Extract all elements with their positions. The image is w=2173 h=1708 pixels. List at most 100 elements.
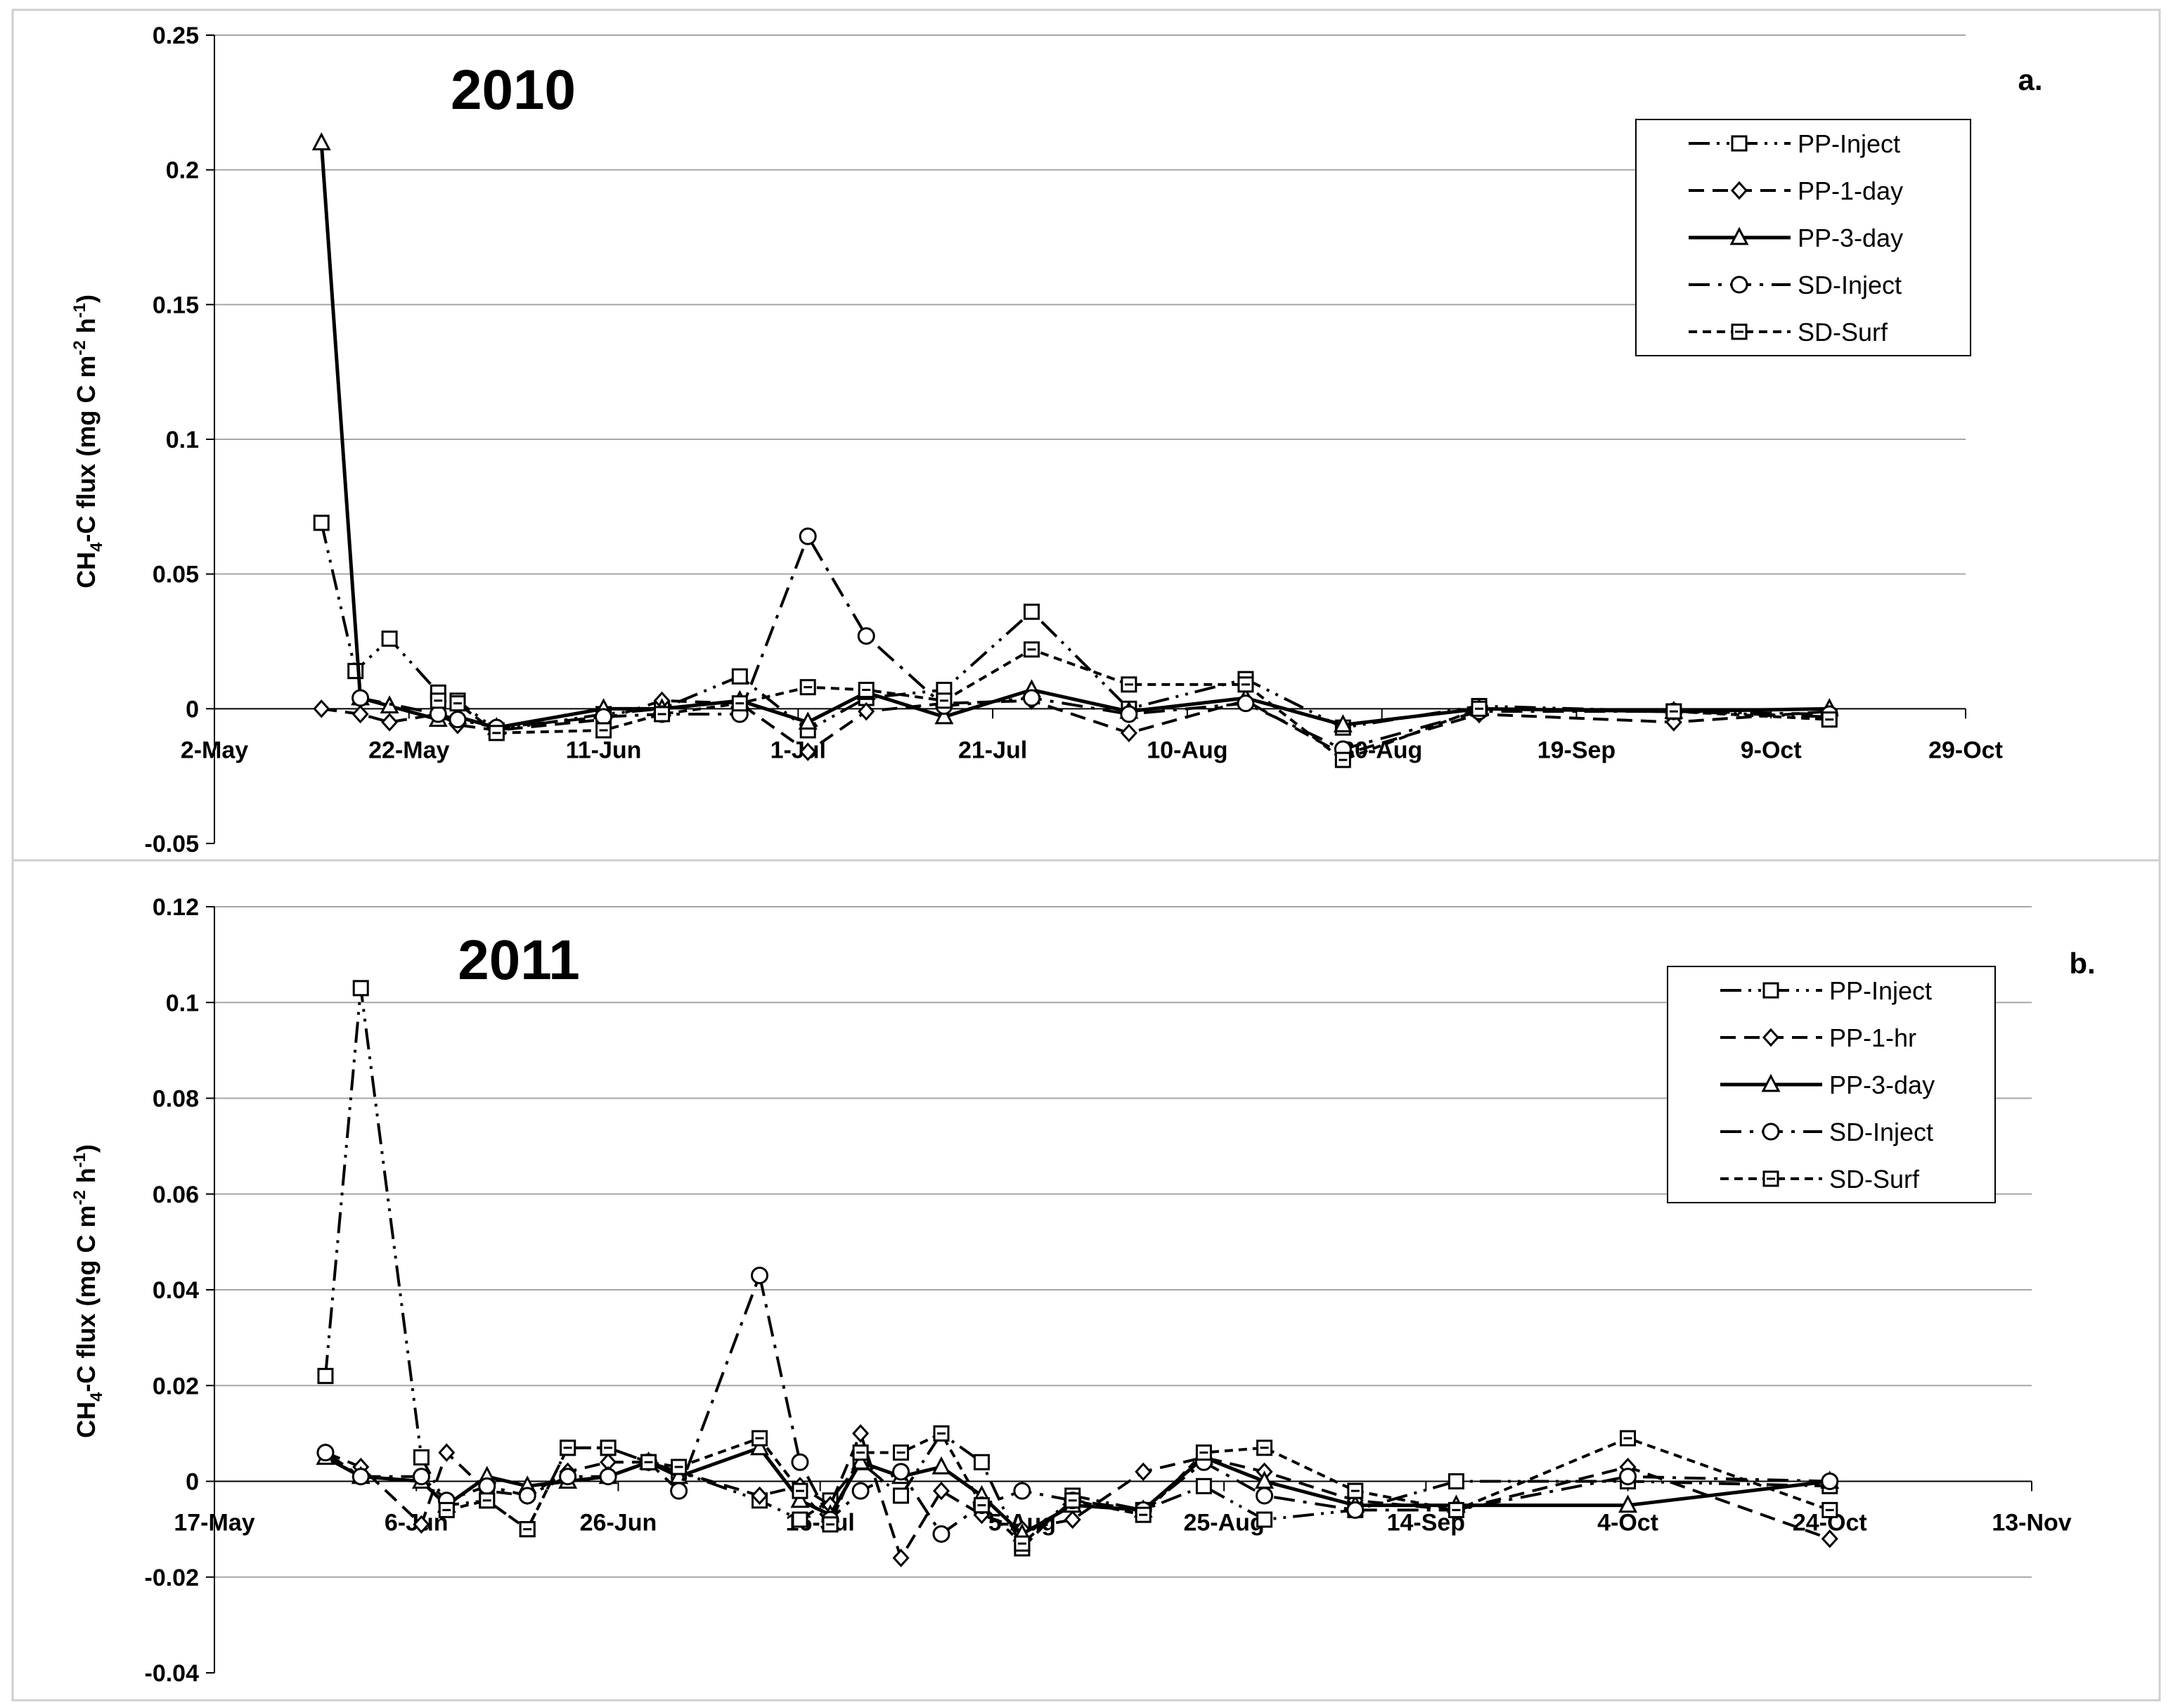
x-tick-label: 9-Oct [1741, 737, 1802, 763]
legend-label: PP-1-hr [1829, 1023, 1916, 1052]
x-tick-label: 21-Jul [958, 737, 1027, 763]
data-point-pp-1-hr [1821, 1529, 1838, 1548]
x-tick-label: 13-Nov [1992, 1510, 2071, 1536]
series-line-sd-surf [438, 648, 1830, 762]
data-point-sd-inject [352, 689, 370, 707]
data-point-pp-1-hr [892, 1548, 910, 1567]
data-point-sd-inject [412, 1468, 430, 1486]
data-point-sd-inject [478, 1477, 496, 1495]
data-point-pp-inject [893, 1487, 910, 1504]
data-point-pp-1-day [799, 742, 817, 761]
data-point-sd-inject [670, 1482, 688, 1500]
x-tick-label: 29-Oct [1928, 737, 2003, 763]
data-point-sd-inject [1022, 689, 1040, 707]
y-axis-label: CH4-C flux (mg C m-2 h-1) [70, 295, 106, 588]
data-point-pp-1-hr [751, 1486, 768, 1506]
x-tick-label: 25-Aug [1183, 1510, 1264, 1536]
chart-panel-2011: -0.04 -0.02 0 0.02 0.04 0.06 0.08 0.1 0.12 17-May… [70, 894, 2096, 1687]
chart-title: 2011 [458, 929, 580, 991]
data-point-pp-3-day [934, 706, 954, 725]
data-point-sd-inject [518, 1487, 536, 1505]
data-point-pp-3-day [750, 1437, 769, 1456]
x-tick-label: 22-May [368, 737, 449, 763]
data-point-sd-inject [1821, 1473, 1839, 1490]
series-sd-surf [438, 1425, 1838, 1552]
data-point-pp-3-day [931, 1456, 951, 1475]
data-point-sd-inject [799, 527, 817, 545]
chart-title: 2010 [451, 58, 576, 121]
y-tick-label: 0 [186, 696, 199, 723]
data-point-pp-inject [731, 668, 748, 685]
data-point-pp-1-day [352, 704, 369, 724]
legend-item-pp-1-day: PP-1-day [1689, 176, 1903, 205]
data-point-pp-1-day [313, 699, 330, 718]
y-tick-label: 0 [186, 1469, 199, 1496]
data-point-sd-inject [1256, 1487, 1274, 1505]
data-point-sd-inject [1237, 694, 1255, 713]
legend-label: SD-Surf [1829, 1165, 1920, 1193]
data-point-sd-inject [316, 1444, 335, 1462]
data-point-sd-inject [892, 1463, 910, 1481]
data-point-pp-3-day [1333, 714, 1353, 732]
x-tick-label: 1-Jul [770, 737, 826, 763]
legend: PP-Inject PP-1-hr PP-3-day SD-Inject SD-Surf [1667, 966, 1996, 1203]
data-point-pp-inject [317, 1368, 334, 1385]
legend-label: PP-3-day [1798, 224, 1903, 252]
series-line-pp-3-day [324, 1446, 1831, 1536]
data-point-pp-inject [973, 1454, 990, 1470]
y-tick-label: 0.05 [153, 562, 199, 588]
data-point-pp-inject [381, 630, 398, 647]
data-point-pp-3-day [851, 1451, 870, 1470]
axes: -0.04 -0.02 0 0.02 0.04 0.06 0.08 0.1 0.12 17-May… [145, 894, 2072, 1687]
data-point-sd-inject [1619, 1468, 1637, 1486]
data-point-pp-inject [352, 980, 369, 997]
panel-label: a. [2018, 63, 2042, 96]
data-point-sd-inject [599, 1468, 617, 1486]
legend-label: PP-3-day [1829, 1070, 1935, 1099]
legend-item-pp-3-day: PP-3-day [1720, 1070, 1935, 1099]
y-axis-label: CH4-C flux (mg C m-2 h-1) [70, 1144, 106, 1438]
x-tick-label: 11-Jun [566, 737, 642, 763]
legend-label: PP-Inject [1798, 129, 1900, 158]
legend-marker [1729, 226, 1749, 245]
y-tick-label: -0.04 [145, 1660, 200, 1687]
legend-marker [1731, 135, 1748, 152]
x-tick-label: 26-Jun [580, 1510, 657, 1536]
data-point-sd-inject [1013, 1482, 1031, 1500]
legend-marker [1730, 276, 1748, 294]
data-point-pp-3-day [790, 1489, 810, 1508]
x-tick-label: 19-Sep [1537, 737, 1616, 763]
legend-label: PP-1-day [1798, 176, 1903, 205]
data-point-sd-inject [851, 1482, 870, 1500]
data-point-pp-1-hr [413, 1515, 430, 1534]
y-tick-label: 0.25 [153, 22, 199, 49]
y-tick-label: 0.2 [166, 157, 199, 184]
data-point-sd-inject [352, 1468, 370, 1486]
y-tick-label: 0.15 [153, 292, 199, 318]
data-point-sd-inject [932, 1525, 950, 1543]
legend-item-pp-inject: PP-Inject [1720, 976, 1932, 1005]
data-point-pp-3-day [311, 132, 331, 150]
x-tick-label: 10-Aug [1147, 737, 1227, 763]
chart-panel-2010: -0.05 0 0.05 0.1 0.15 0.2 0.25 2-May 22-May 11-Ju… [70, 22, 2043, 858]
legend-label: PP-Inject [1829, 976, 1932, 1005]
panel-label: b. [2069, 947, 2095, 980]
legend-marker [1762, 1123, 1780, 1141]
data-point-pp-inject [413, 1449, 430, 1466]
data-point-pp-3-day [798, 711, 818, 730]
data-point-sd-inject [1346, 1501, 1365, 1519]
legend-item-pp-1-hr: PP-1-hr [1720, 1023, 1916, 1052]
y-tick-label: -0.02 [145, 1565, 200, 1591]
y-tick-label: 0.12 [153, 894, 199, 921]
data-point-pp-1-hr [1135, 1462, 1152, 1482]
legend-marker [1761, 1073, 1781, 1092]
legend-item-pp-3-day: PP-3-day [1689, 224, 1903, 252]
data-point-pp-1-day [381, 713, 399, 732]
legend-marker [1730, 181, 1748, 200]
legend-item-sd-surf: SD-Surf [1689, 318, 1888, 347]
data-point-pp-1-hr [932, 1481, 950, 1501]
legend-label: SD-Inject [1798, 271, 1902, 299]
series-layer [316, 980, 1840, 1567]
y-tick-label: -0.05 [145, 831, 200, 858]
data-point-sd-inject [751, 1267, 768, 1285]
